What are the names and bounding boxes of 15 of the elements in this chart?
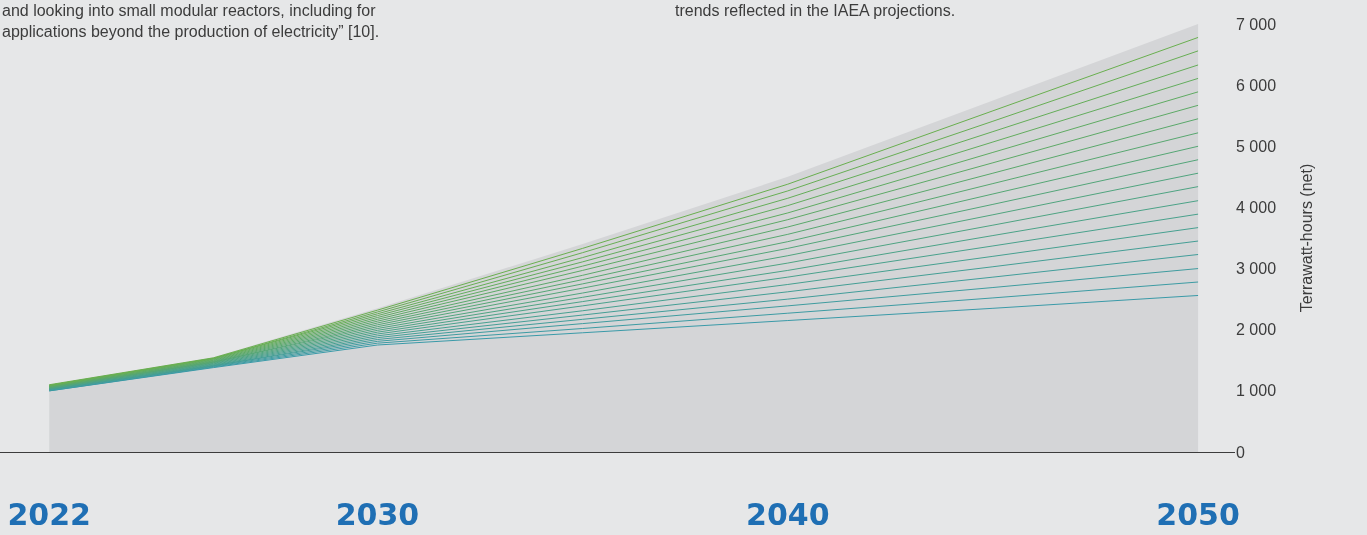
y-tick-label: 2 000: [1236, 321, 1277, 339]
y-tick-label: 7 000: [1236, 15, 1277, 33]
text: trends reflected in the IAEA projections.: [675, 2, 956, 19]
annotation: and looking into small modular reactors, including for applications beyond the production of electricity” [10].: [2, 2, 380, 40]
y-axis-title: Terrawatt-hours (net): [1297, 163, 1315, 313]
x-tick-label: 2050: [1156, 497, 1240, 532]
y-tick-label: 4 000: [1236, 199, 1277, 217]
y-tick-label: 1 000: [1236, 382, 1277, 400]
y-tick-label: 6 000: [1236, 76, 1277, 94]
x-tick-label: 2040: [746, 497, 830, 532]
y-tick-label: 0: [1236, 443, 1245, 461]
y-tick-label: 3 000: [1236, 260, 1277, 278]
y-tick-label: 5 000: [1236, 137, 1277, 155]
x-tick-label: 2022: [7, 497, 91, 532]
x-tick-label: 2030: [335, 497, 420, 532]
